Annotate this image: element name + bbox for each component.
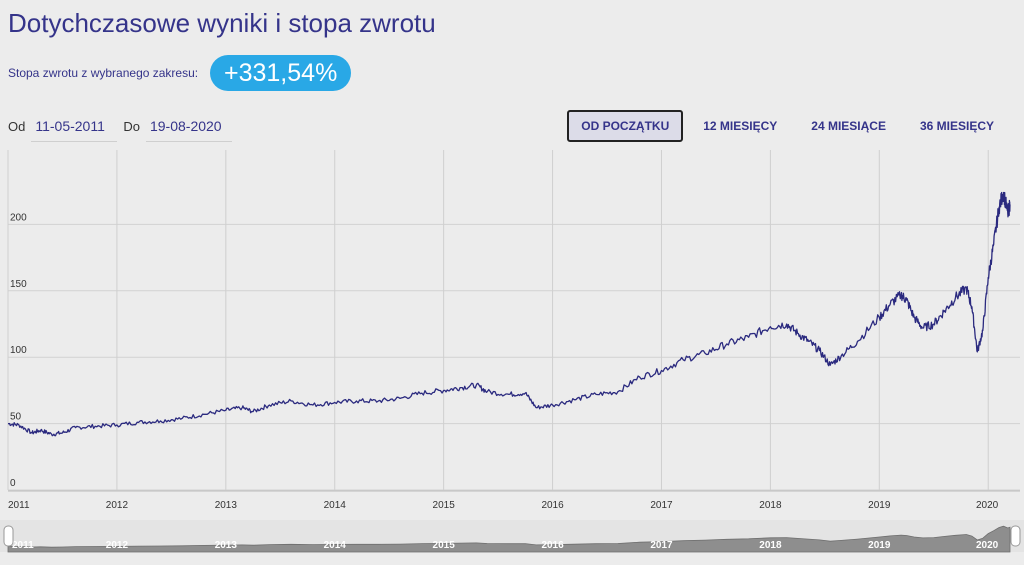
x-tick-label: 2011 <box>8 500 30 511</box>
range-button-group: OD POCZĄTKU 12 MIESIĘCY 24 MIESIĄCE 36 M… <box>567 110 1008 142</box>
to-label: Do <box>123 119 140 134</box>
y-axis-ticks: 0 50 100 150 200 <box>10 212 27 489</box>
navigator-tick-label: 2014 <box>324 540 347 551</box>
navigator-tick-label: 2016 <box>541 540 564 551</box>
series-line <box>7 191 1011 437</box>
x-tick-label: 2019 <box>868 500 891 511</box>
navigator-tick-label: 2019 <box>868 540 891 551</box>
return-value-badge: +331,54% <box>210 55 352 91</box>
navigator-left-handle[interactable] <box>3 525 14 547</box>
range-button-24-months[interactable]: 24 MIESIĄCE <box>797 110 900 142</box>
navigator-tick-label: 2011 <box>12 540 34 551</box>
x-tick-label: 2013 <box>215 500 238 511</box>
navigator-right-handle[interactable] <box>1010 525 1021 547</box>
navigator-tick-label: 2018 <box>759 540 782 551</box>
x-tick-label: 2020 <box>976 500 999 511</box>
x-tick-label: 2016 <box>541 500 564 511</box>
grid <box>7 150 1020 492</box>
navigator-tick-label: 2020 <box>976 540 999 551</box>
navigator-tick-label: 2017 <box>650 540 673 551</box>
x-tick-label: 2018 <box>759 500 782 511</box>
date-range: Od 11-05-2011 Do 19-08-2020 <box>8 112 232 142</box>
x-tick-label: 2015 <box>433 500 456 511</box>
navigator-tick-label: 2012 <box>106 540 129 551</box>
range-button-36-months[interactable]: 36 MIESIĘCY <box>906 110 1008 142</box>
y-tick-label: 200 <box>10 212 27 223</box>
series-layer <box>7 191 1011 437</box>
page-title: Dotychczasowe wyniki i stopa zwrotu <box>8 8 436 38</box>
from-date-input[interactable]: 11-05-2011 <box>31 112 118 142</box>
range-navigator[interactable]: 2011 2012 2013 2014 2015 2016 2017 2018 2019 2020 <box>0 520 1024 553</box>
range-button-12-months[interactable]: 12 MIESIĘCY <box>689 110 791 142</box>
range-button-from-start[interactable]: OD POCZĄTKU <box>567 110 684 142</box>
navigator-tick-label: 2015 <box>433 540 456 551</box>
navigator-area <box>7 525 1011 553</box>
y-tick-label: 150 <box>10 279 27 290</box>
y-tick-label: 0 <box>10 478 16 489</box>
y-tick-label: 50 <box>10 412 22 423</box>
navigator-tick-label: 2013 <box>215 540 238 551</box>
x-tick-label: 2014 <box>324 500 347 511</box>
y-tick-label: 100 <box>10 345 27 356</box>
x-axis-ticks: 2011 2012 2013 2014 2015 2016 2017 2018 2019 2020 <box>8 500 999 511</box>
return-label: Stopa zwrotu z wybranego zakresu: <box>8 66 199 80</box>
to-date-input[interactable]: 19-08-2020 <box>145 112 232 142</box>
from-label: Od <box>8 119 26 134</box>
x-tick-label: 2012 <box>106 500 129 511</box>
x-tick-label: 2017 <box>650 500 673 511</box>
